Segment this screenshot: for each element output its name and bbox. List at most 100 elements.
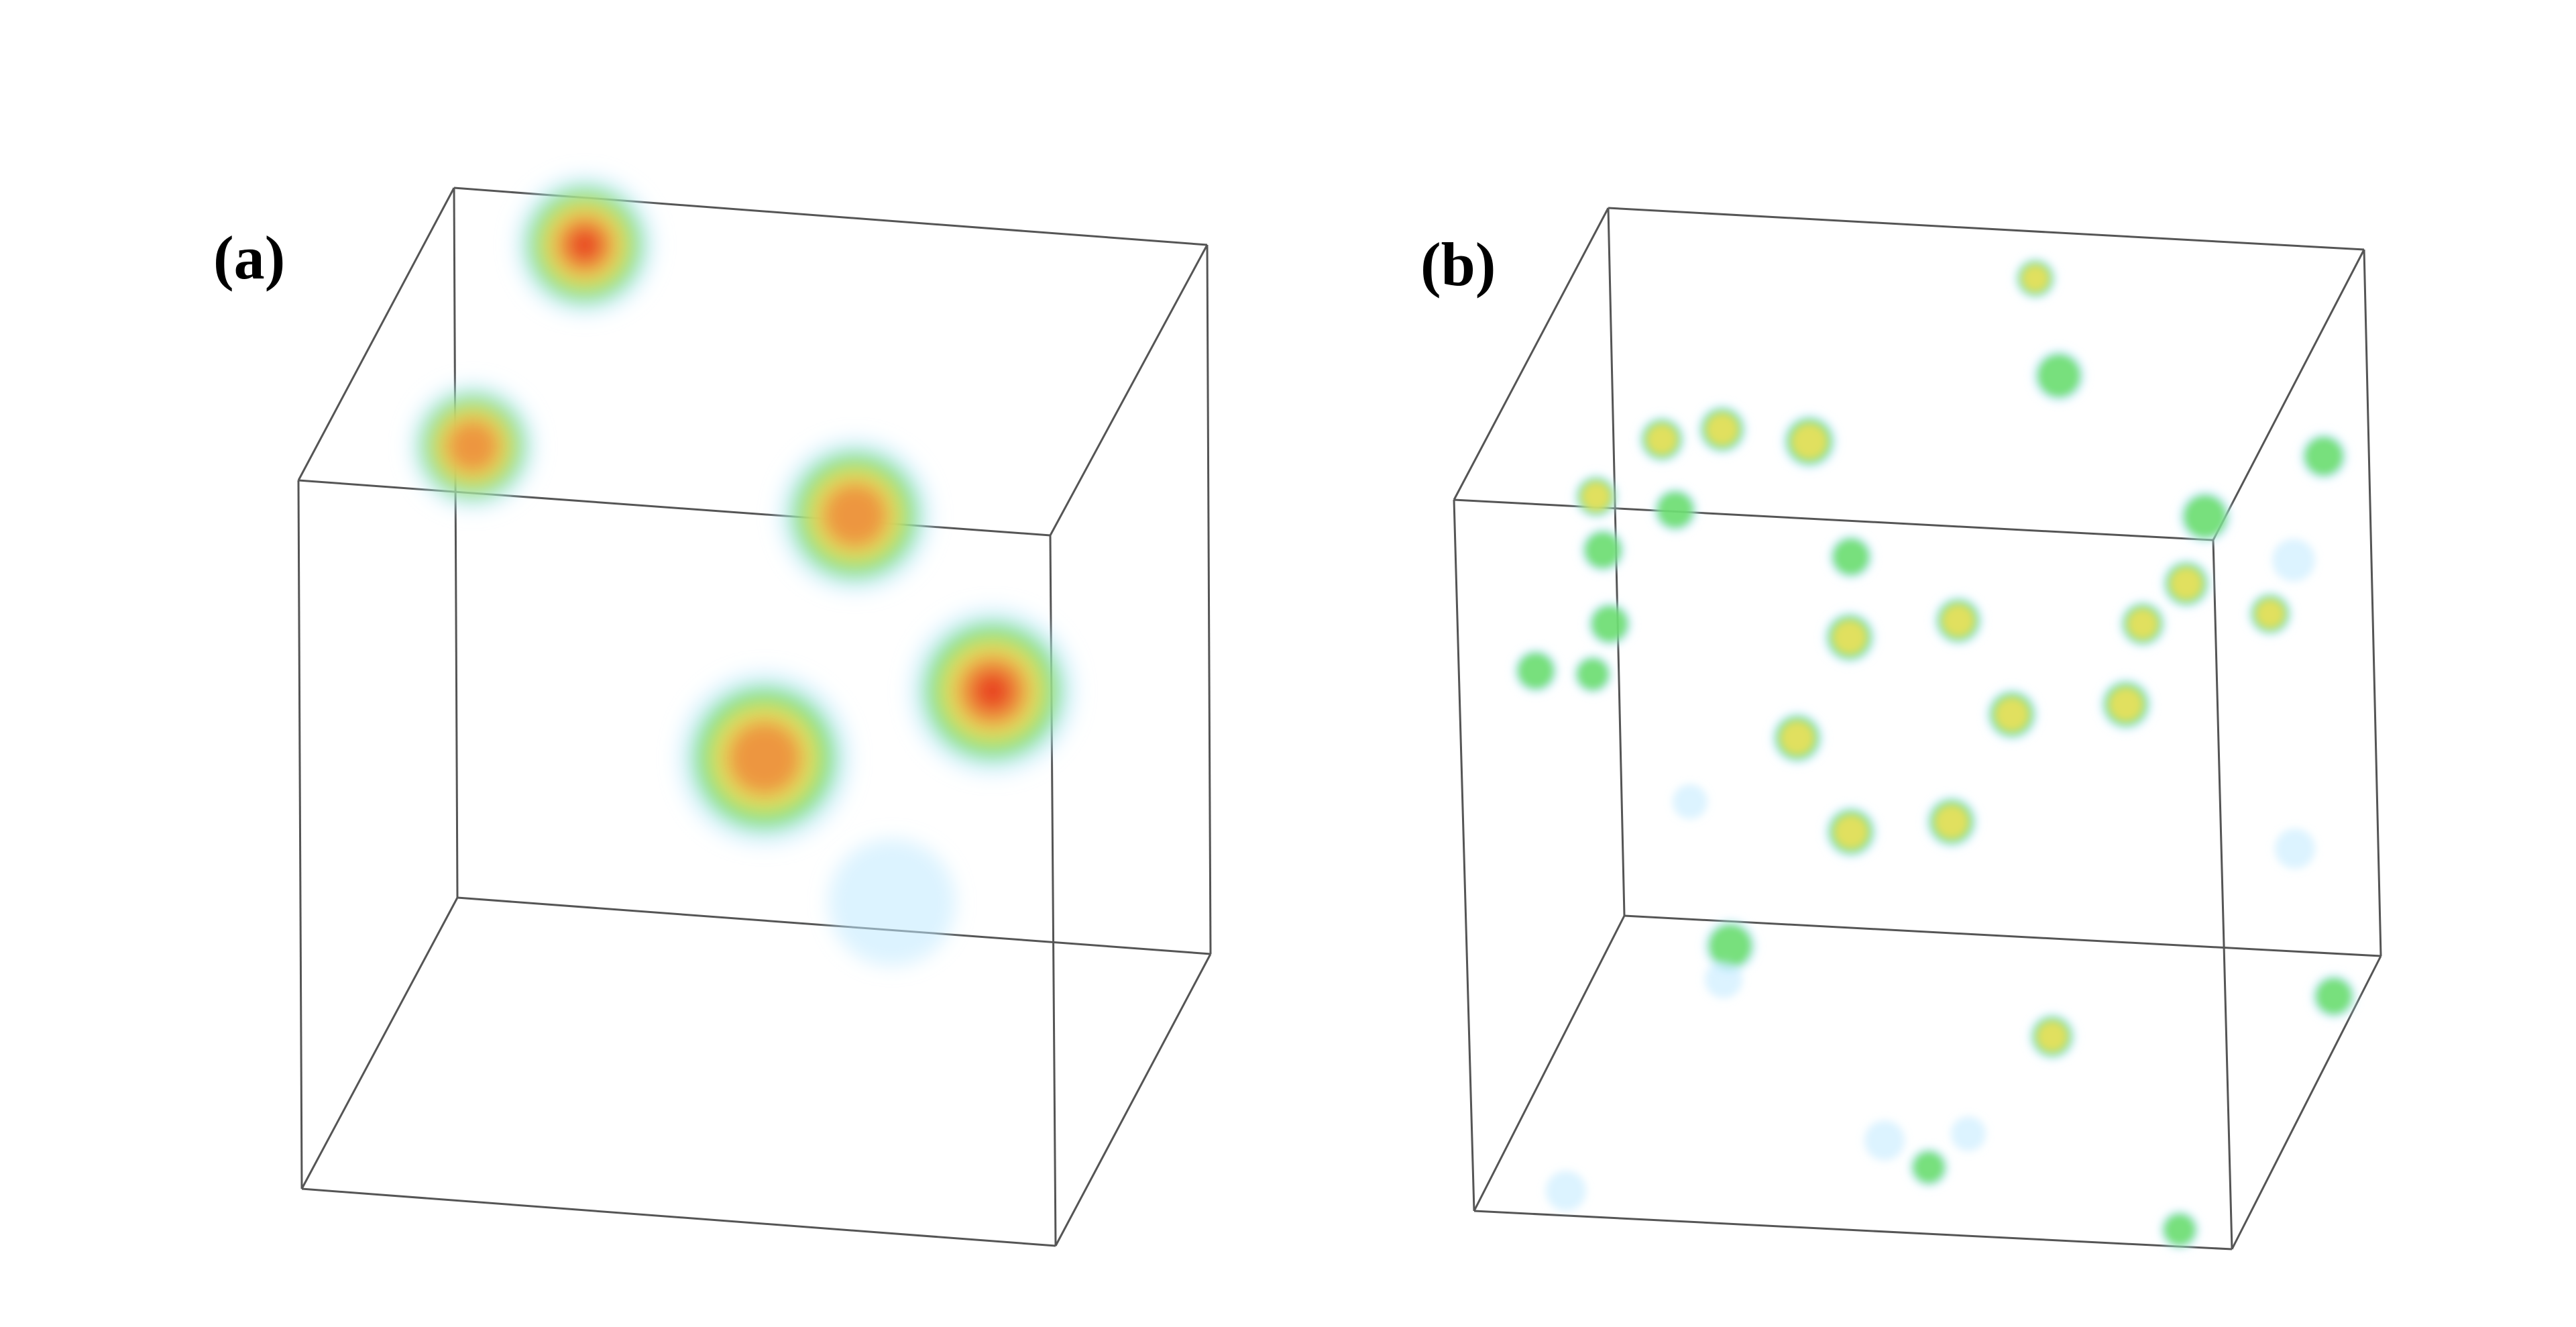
blob-layer xyxy=(1832,538,1870,576)
cube-edge xyxy=(1206,244,1212,955)
blob-layer xyxy=(726,720,803,796)
density-blob xyxy=(2311,973,2357,1019)
blob-layer xyxy=(1864,1120,1905,1161)
density-blob xyxy=(1925,795,1978,849)
cube-edge xyxy=(1473,915,1626,1212)
density-blob xyxy=(1673,784,1707,819)
cube-edge xyxy=(1453,207,1610,500)
blob-layer xyxy=(1646,424,1677,455)
density-blob xyxy=(1705,961,1742,998)
panel-b xyxy=(1453,207,2382,1251)
cube-edge xyxy=(297,187,455,481)
blob-layer xyxy=(2163,1213,2196,1246)
density-blob xyxy=(2300,432,2348,480)
density-blob xyxy=(1828,534,1874,580)
density-blob xyxy=(2119,600,2167,648)
cube-edge xyxy=(1608,207,2365,251)
blob-layer xyxy=(567,227,602,262)
blob-layer xyxy=(2127,608,2158,639)
density-blob xyxy=(677,671,852,845)
blob-layer xyxy=(2255,599,2285,629)
density-blob xyxy=(1573,474,1619,519)
density-blob xyxy=(2275,829,2315,869)
blob-layer xyxy=(2170,568,2202,600)
blob-layer xyxy=(1708,924,1752,968)
density-blob xyxy=(778,438,932,592)
density-blob xyxy=(828,839,956,966)
panel-a xyxy=(297,174,1212,1247)
blob-layer xyxy=(2304,436,2344,476)
blob-layer xyxy=(1706,413,1738,445)
blob-layer xyxy=(1833,621,1866,654)
cube-edge xyxy=(2212,539,2233,1250)
density-blob xyxy=(2099,678,2153,731)
density-blob xyxy=(1697,404,1748,455)
density-blobs-a xyxy=(409,174,1076,966)
density-blob xyxy=(909,607,1076,775)
density-blob xyxy=(1909,1147,1949,1187)
cube-edge xyxy=(301,1187,1056,1247)
blob-layer xyxy=(1942,604,1974,637)
cube-edge xyxy=(453,187,459,898)
blob-layer xyxy=(2183,494,2227,539)
blob-layer xyxy=(1912,1151,1946,1184)
density-blobs-b xyxy=(1513,257,2357,1250)
blob-layer xyxy=(1657,491,1694,529)
cube-wireframe-b xyxy=(1453,207,2382,1251)
blob-layer xyxy=(1791,423,1828,460)
blob-layer xyxy=(1546,1171,1586,1211)
density-blob xyxy=(1587,601,1632,647)
blob-layer xyxy=(1951,1116,1986,1151)
density-blob xyxy=(1638,415,1686,464)
density-blob xyxy=(1823,611,1877,664)
blob-layer xyxy=(1584,531,1622,569)
blob-layer xyxy=(2037,354,2081,398)
blob-layer xyxy=(2109,688,2143,721)
density-blob xyxy=(1985,688,2039,741)
panel-label-b: (b) xyxy=(1420,230,1496,299)
panel-label-a: (a) xyxy=(213,223,286,292)
density-blob xyxy=(1771,711,1824,765)
blob-layer xyxy=(1673,784,1707,819)
cube-edge xyxy=(298,479,1051,537)
cube-edge xyxy=(1473,1210,2233,1251)
blob-layer xyxy=(1935,805,1968,839)
blob-layer xyxy=(2315,977,2353,1015)
density-blob xyxy=(2028,1012,2076,1061)
density-blob xyxy=(1951,1116,1986,1151)
blob-layer xyxy=(822,482,889,549)
density-blob xyxy=(1824,805,1878,859)
cube-edge xyxy=(1624,914,2382,957)
density-blob xyxy=(2272,539,2315,582)
blob-layer xyxy=(445,418,501,474)
blob-layer xyxy=(1995,698,2029,731)
density-blob xyxy=(1546,1171,1586,1211)
density-blob xyxy=(1513,648,1559,694)
cube-edge xyxy=(1453,499,1475,1212)
density-blob xyxy=(1864,1120,1905,1161)
density-blob xyxy=(2014,257,2057,300)
density-blob xyxy=(1573,654,1613,694)
cube-edge xyxy=(1049,244,1209,536)
cube-edge xyxy=(297,480,303,1189)
cube-edge xyxy=(1453,498,2214,541)
density-blob xyxy=(2178,490,2232,543)
density-blob xyxy=(514,174,655,315)
blob-layer xyxy=(1591,605,1628,643)
density-blob xyxy=(2032,349,2086,403)
blob-layer xyxy=(1834,815,1868,849)
density-blob xyxy=(1933,595,1984,646)
cube-edge xyxy=(2363,249,2382,957)
density-blob xyxy=(1703,919,1757,973)
blob-layer xyxy=(2022,265,2049,292)
density-blob xyxy=(2247,591,2293,637)
cube-edge xyxy=(300,897,459,1189)
density-blob xyxy=(409,382,537,510)
density-blob xyxy=(1781,413,1838,470)
blob-layer xyxy=(2037,1021,2068,1052)
cube-edge xyxy=(1054,953,1212,1246)
density-blob xyxy=(1653,487,1698,533)
cube-edge xyxy=(2212,249,2365,541)
cube-edge xyxy=(2231,955,2382,1250)
